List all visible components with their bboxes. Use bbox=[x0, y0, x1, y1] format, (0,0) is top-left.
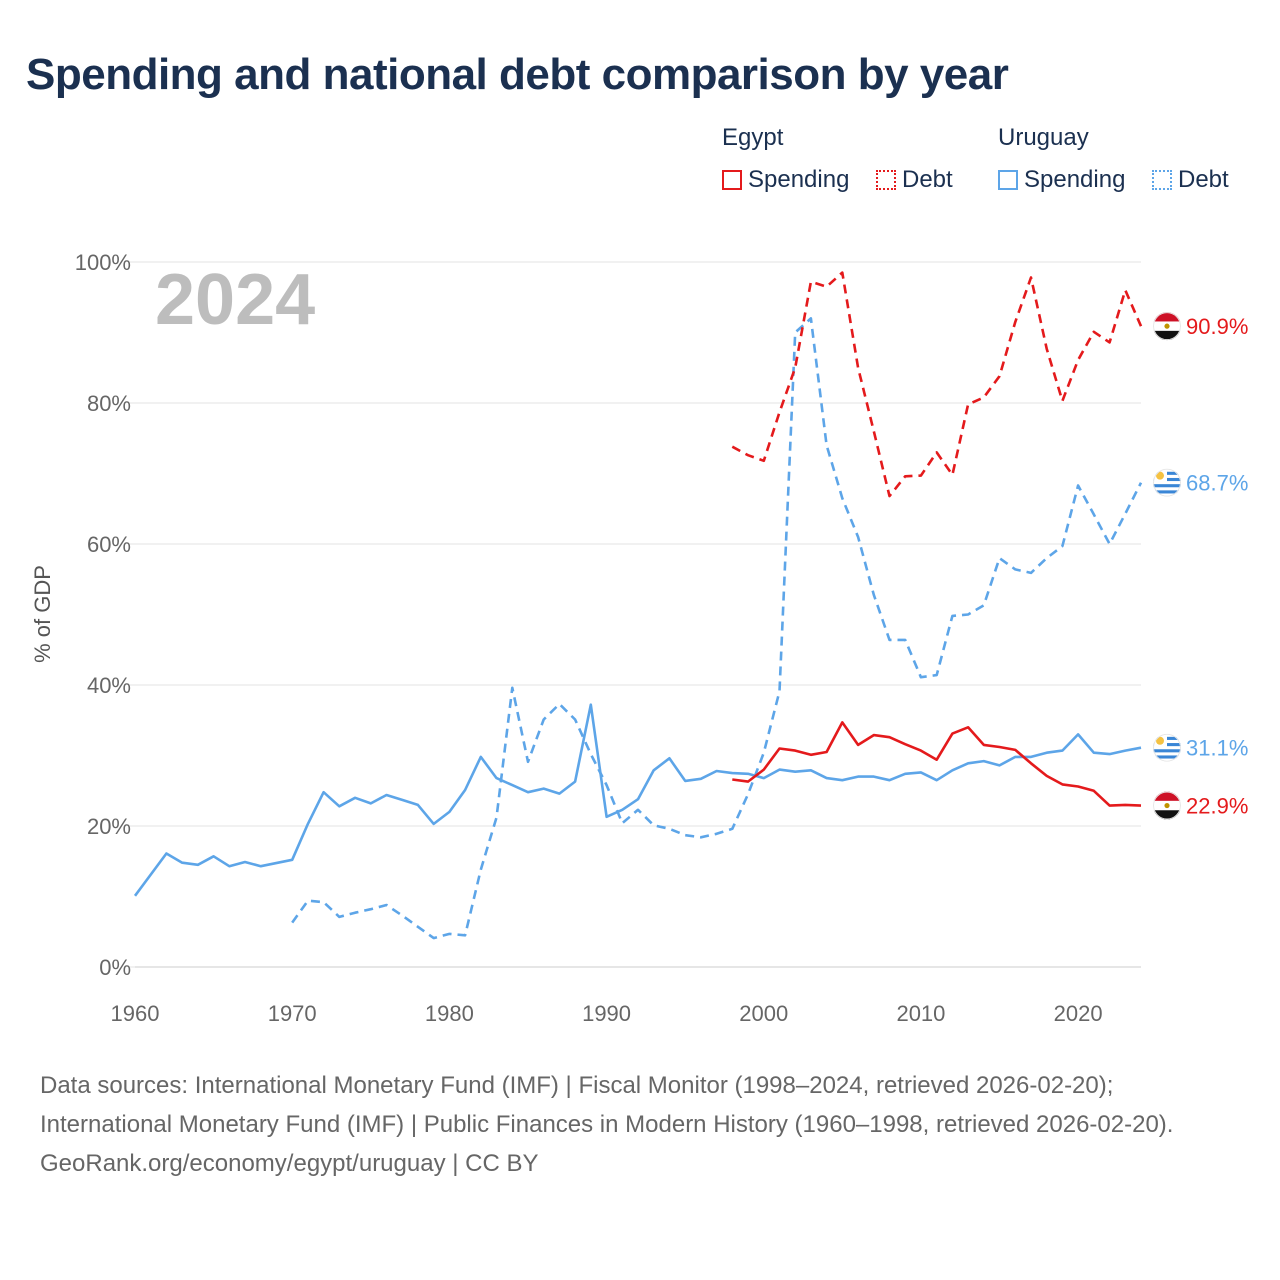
end-label-egypt-spending: 22.9% bbox=[1186, 794, 1248, 819]
y-axis: 0% 20% 40% 60% 80% 100% bbox=[75, 250, 131, 980]
y-tick-label: 80% bbox=[87, 391, 131, 416]
end-label-uruguay-debt: 68.7% bbox=[1186, 471, 1248, 496]
x-tick-label: 1980 bbox=[425, 1001, 474, 1026]
x-tick-label: 1970 bbox=[268, 1001, 317, 1026]
legend-country-uruguay: Uruguay bbox=[998, 124, 1089, 151]
legend-label: Spending bbox=[1024, 166, 1126, 193]
series-line-uruguay-spending[interactable] bbox=[133, 703, 1142, 897]
legend-item-egypt-spending[interactable]: Spending bbox=[722, 166, 849, 194]
series-line-egypt-debt[interactable] bbox=[731, 271, 1143, 498]
y-tick-label: 20% bbox=[87, 814, 131, 839]
x-tick-label: 1990 bbox=[582, 1001, 631, 1026]
x-tick-label: 2000 bbox=[739, 1001, 788, 1026]
legend-group-uruguay: Uruguay Spending Debt bbox=[998, 124, 1229, 193]
series-line-egypt-spending[interactable] bbox=[732, 721, 1142, 807]
uruguay-flag-icon bbox=[1153, 733, 1181, 762]
legend-country-egypt: Egypt bbox=[722, 124, 784, 151]
year-label: 2024 bbox=[155, 260, 315, 340]
end-label-uruguay-spending: 31.1% bbox=[1186, 736, 1248, 761]
x-axis: 1960 1970 1980 1990 2000 2010 2020 bbox=[111, 966, 1141, 1026]
credit-line: GeoRank.org/economy/egypt/uruguay | CC B… bbox=[40, 1150, 539, 1177]
legend-swatch-solid bbox=[998, 170, 1018, 190]
legend-label: Debt bbox=[902, 166, 953, 193]
egypt-flag-icon bbox=[1153, 312, 1181, 341]
y-tick-label: 0% bbox=[99, 955, 131, 980]
footer: Data sources: International Monetary Fun… bbox=[40, 1066, 1240, 1183]
y-tick-label: 100% bbox=[75, 250, 131, 275]
y-tick-label: 40% bbox=[87, 673, 131, 698]
chart-title: Spending and national debt comparison by… bbox=[26, 50, 1009, 99]
legend-item-egypt-debt[interactable]: Debt bbox=[876, 166, 953, 194]
legend-item-uruguay-spending[interactable]: Spending bbox=[998, 166, 1125, 194]
legend-swatch-solid bbox=[722, 170, 742, 190]
legend-swatch-dotted bbox=[1152, 170, 1172, 190]
series-lines bbox=[133, 271, 1143, 940]
series-end-labels: 31.1% 68.7% 22.9% 90.9% bbox=[1153, 312, 1248, 820]
legend-swatch-dotted bbox=[876, 170, 896, 190]
legend-item-uruguay-debt[interactable]: Debt bbox=[1152, 166, 1229, 194]
legend-label: Spending bbox=[748, 166, 850, 193]
end-label-egypt-debt: 90.9% bbox=[1186, 314, 1248, 339]
x-tick-label: 1960 bbox=[111, 1001, 160, 1026]
y-axis-label: % of GDP bbox=[30, 565, 55, 663]
x-tick-label: 2010 bbox=[896, 1001, 945, 1026]
legend-label: Debt bbox=[1178, 166, 1229, 193]
y-tick-label: 60% bbox=[87, 532, 131, 557]
data-sources: Data sources: International Monetary Fun… bbox=[40, 1072, 1174, 1138]
series-line-uruguay-debt[interactable] bbox=[291, 317, 1143, 940]
egypt-flag-icon bbox=[1153, 791, 1181, 820]
line-chart: 2024 0% 20% 40% 60% 80% 100% 1960 1970 1980 1990… bbox=[30, 250, 1248, 1026]
x-tick-label: 2020 bbox=[1054, 1001, 1103, 1026]
uruguay-flag-icon bbox=[1153, 468, 1181, 497]
legend-group-egypt: Egypt Spending Debt bbox=[722, 124, 953, 193]
